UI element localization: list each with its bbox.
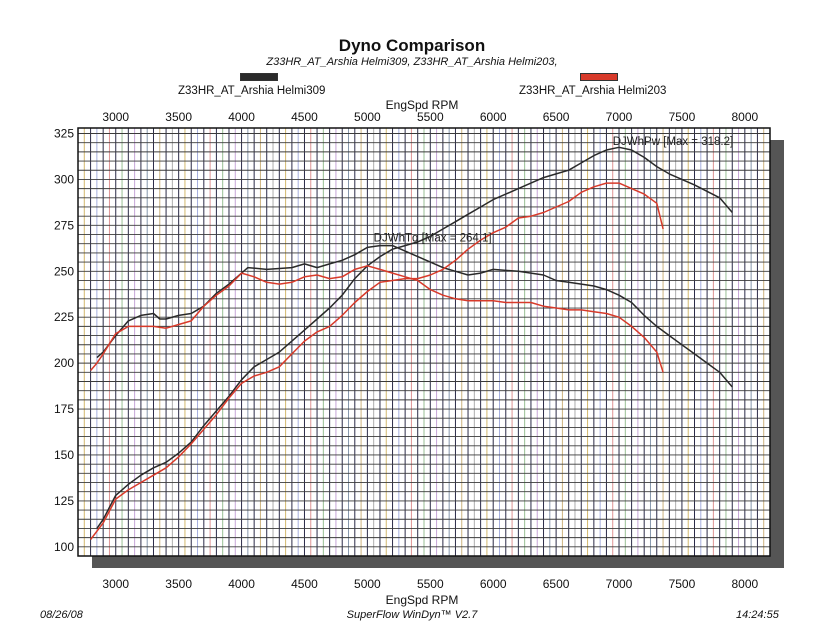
footer-software: SuperFlow WinDyn™ V2.7 [346,609,478,621]
chart-subtitle: Z33HR_AT_Arshia Helmi309, Z33HR_AT_Arshi… [266,56,558,68]
x-tick-label-bottom: 8000 [731,577,758,591]
x-tick-label-bottom: 6500 [543,577,570,591]
x-tick-label-bottom: 4500 [291,577,318,591]
footer-date: 08/26/08 [40,609,83,621]
y-tick-label: 175 [54,402,74,416]
series-line-power-0 [96,146,733,529]
legend-label-helmi309: Z33HR_AT_Arshia Helmi309 [178,85,326,97]
x-tick-label-top: 4000 [228,110,255,124]
x-tick-label-top: 7500 [669,110,696,124]
power-max-annotation: DJWhPw [Max = 318.2] [613,136,733,148]
x-tick-label-top: 7000 [606,110,633,124]
series-line-power-1 [90,182,664,540]
legend-swatch-helmi309 [240,73,278,81]
footer-time: 14:24:55 [736,609,779,621]
x-tick-label-top: 5000 [354,110,381,124]
x-axis-label-top: EngSpd RPM [386,98,459,112]
x-tick-label-bottom: 6000 [480,577,507,591]
y-tick-label: 125 [54,494,74,508]
y-tick-label: 300 [54,172,74,186]
x-tick-label-bottom: 7000 [606,577,633,591]
x-tick-label-bottom: 3000 [102,577,129,591]
y-tick-label: 275 [54,218,74,232]
series-line-torque-1 [90,265,664,373]
y-tick-label: 150 [54,448,74,462]
y-tick-label: 225 [54,310,74,324]
x-tick-label-top: 6500 [543,110,570,124]
x-axis-label-bottom: EngSpd RPM [386,593,459,607]
y-tick-label: 250 [54,264,74,278]
x-tick-label-top: 3500 [165,110,192,124]
x-tick-label-top: 3000 [102,110,129,124]
x-tick-label-top: 8000 [731,110,758,124]
x-tick-label-top: 6000 [480,110,507,124]
legend-swatch-helmi203 [580,73,618,81]
x-tick-label-top: 4500 [291,110,318,124]
plot-frame [77,127,771,557]
torque-max-annotation: DJWhTq [Max = 264.1] [374,232,492,244]
x-tick-label-bottom: 3500 [165,577,192,591]
legend-label-helmi203: Z33HR_AT_Arshia Helmi203 [519,85,667,97]
legend-entry-helmi309: Z33HR_AT_Arshia Helmi309 [178,73,348,99]
x-tick-label-bottom: 5000 [354,577,381,591]
chart-title: Dyno Comparison [338,36,486,55]
y-tick-label: 200 [54,356,74,370]
x-tick-label-bottom: 4000 [228,577,255,591]
x-tick-label-bottom: 5500 [417,577,444,591]
x-tick-label-top: 5500 [417,110,444,124]
legend-entry-helmi203: Z33HR_AT_Arshia Helmi203 [519,73,689,99]
y-tick-label: 100 [54,540,74,554]
x-tick-label-bottom: 7500 [669,577,696,591]
y-tick-label: 325 [54,127,74,141]
series-line-torque-0 [96,244,733,388]
